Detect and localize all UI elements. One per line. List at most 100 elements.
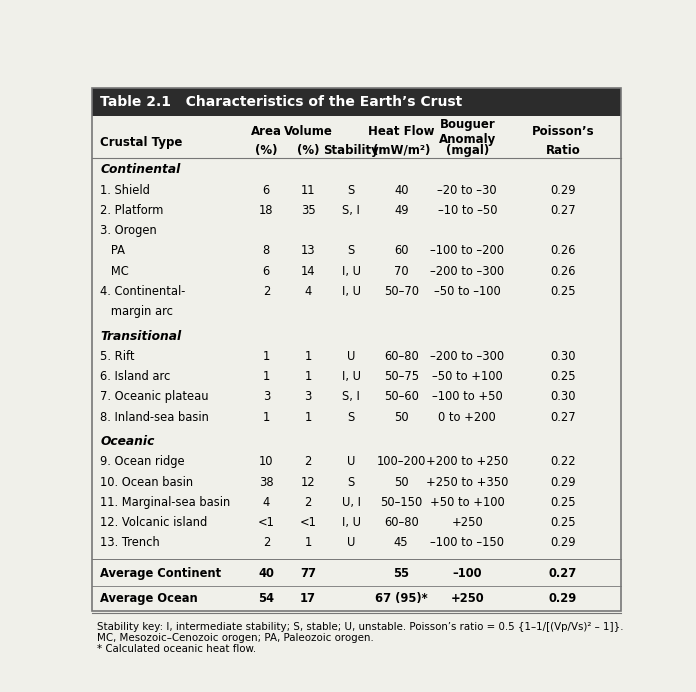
Text: 0.27: 0.27 [549,567,577,581]
Text: 6: 6 [262,264,270,277]
Text: I, U: I, U [342,516,361,529]
Text: 14: 14 [301,264,315,277]
Text: 35: 35 [301,204,315,217]
Text: +50 to +100: +50 to +100 [430,496,505,509]
Text: –20 to –30: –20 to –30 [438,183,497,197]
Text: 60: 60 [394,244,409,257]
Text: 50–60: 50–60 [383,390,418,403]
Text: <1: <1 [300,516,317,529]
Text: Oceanic: Oceanic [100,435,155,448]
Text: margin arc: margin arc [100,305,173,318]
Text: 18: 18 [259,204,274,217]
Text: 0.25: 0.25 [551,285,576,298]
Text: I, U: I, U [342,264,361,277]
Text: –200 to –300: –200 to –300 [430,350,505,363]
Text: +250: +250 [450,592,484,605]
Text: PA: PA [100,244,125,257]
Text: 60–80: 60–80 [383,350,418,363]
Text: 12. Volcanic island: 12. Volcanic island [100,516,207,529]
Text: Average Continent: Average Continent [100,567,221,581]
Text: 0.27: 0.27 [551,204,576,217]
Text: Volume: Volume [284,125,333,138]
Text: Heat Flow: Heat Flow [368,125,434,138]
Text: 38: 38 [259,475,274,489]
Text: 1: 1 [305,350,312,363]
Text: +200 to +250: +200 to +250 [426,455,508,468]
Text: 7. Oceanic plateau: 7. Oceanic plateau [100,390,209,403]
Text: –10 to –50: –10 to –50 [438,204,497,217]
Text: S: S [348,410,355,424]
Text: 40: 40 [394,183,409,197]
Text: Area: Area [251,125,282,138]
Text: 1: 1 [262,350,270,363]
Text: 0.22: 0.22 [551,455,576,468]
Text: I, U: I, U [342,285,361,298]
Text: +250 to +350: +250 to +350 [426,475,509,489]
Text: 1: 1 [305,370,312,383]
Text: Stability key: I, intermediate stability; S, stable; U, unstable. Poisson’s rati: Stability key: I, intermediate stability… [97,622,623,632]
Text: 60–80: 60–80 [383,516,418,529]
Text: U, I: U, I [342,496,361,509]
Text: 45: 45 [394,536,409,549]
Text: 0.26: 0.26 [551,264,576,277]
Text: 11: 11 [301,183,315,197]
Text: S, I: S, I [342,390,361,403]
Text: Crustal Type: Crustal Type [100,136,183,149]
Text: 0.27: 0.27 [551,410,576,424]
Text: 4: 4 [262,496,270,509]
Text: 12: 12 [301,475,315,489]
Text: Table 2.1   Characteristics of the Earth’s Crust: Table 2.1 Characteristics of the Earth’s… [100,95,463,109]
Text: 6. Island arc: 6. Island arc [100,370,171,383]
Text: 0.25: 0.25 [551,496,576,509]
Text: 10. Ocean basin: 10. Ocean basin [100,475,193,489]
Text: Average Ocean: Average Ocean [100,592,198,605]
Text: 1: 1 [305,410,312,424]
Text: 0.30: 0.30 [551,390,576,403]
Text: –100 to –200: –100 to –200 [430,244,505,257]
Text: 49: 49 [394,204,409,217]
Text: 2: 2 [262,285,270,298]
Text: Bouguer
Anomaly: Bouguer Anomaly [438,118,496,146]
Text: Continental: Continental [100,163,181,176]
Text: 6: 6 [262,183,270,197]
Text: 67 (95)*: 67 (95)* [375,592,427,605]
Text: 77: 77 [300,567,316,581]
Text: 1: 1 [262,410,270,424]
Text: 1: 1 [305,536,312,549]
Text: 1: 1 [262,370,270,383]
Text: 9. Ocean ridge: 9. Ocean ridge [100,455,185,468]
Text: 13. Trench: 13. Trench [100,536,160,549]
Text: 0.25: 0.25 [551,516,576,529]
Text: (mgal): (mgal) [445,144,489,156]
Text: 13: 13 [301,244,315,257]
Text: U: U [347,536,356,549]
Text: 70: 70 [394,264,409,277]
Text: 2. Platform: 2. Platform [100,204,164,217]
Text: S: S [348,183,355,197]
Text: 0.29: 0.29 [551,536,576,549]
Text: 50: 50 [394,475,409,489]
Text: 0.29: 0.29 [549,592,577,605]
Text: 3. Orogen: 3. Orogen [100,224,157,237]
Text: 50–150: 50–150 [380,496,422,509]
Text: 3: 3 [304,390,312,403]
Text: MC, Mesozoic–Cenozoic orogen; PA, Paleozoic orogen.: MC, Mesozoic–Cenozoic orogen; PA, Paleoz… [97,633,374,644]
Text: 0.29: 0.29 [551,183,576,197]
Text: 40: 40 [258,567,274,581]
Text: –50 to +100: –50 to +100 [432,370,503,383]
Text: U: U [347,350,356,363]
Text: 1. Shield: 1. Shield [100,183,150,197]
Text: –100: –100 [452,567,482,581]
Text: S: S [348,475,355,489]
Text: +250: +250 [452,516,483,529]
Text: * Calculated oceanic heat flow.: * Calculated oceanic heat flow. [97,644,256,655]
Text: –50 to –100: –50 to –100 [434,285,500,298]
Text: 4: 4 [305,285,312,298]
Text: Poisson’s: Poisson’s [532,125,594,138]
Text: 11. Marginal-sea basin: 11. Marginal-sea basin [100,496,231,509]
Text: –100 to +50: –100 to +50 [432,390,503,403]
Text: 50: 50 [394,410,409,424]
Text: MC: MC [100,264,129,277]
Text: 5. Rift: 5. Rift [100,350,135,363]
Text: (%): (%) [255,144,278,156]
